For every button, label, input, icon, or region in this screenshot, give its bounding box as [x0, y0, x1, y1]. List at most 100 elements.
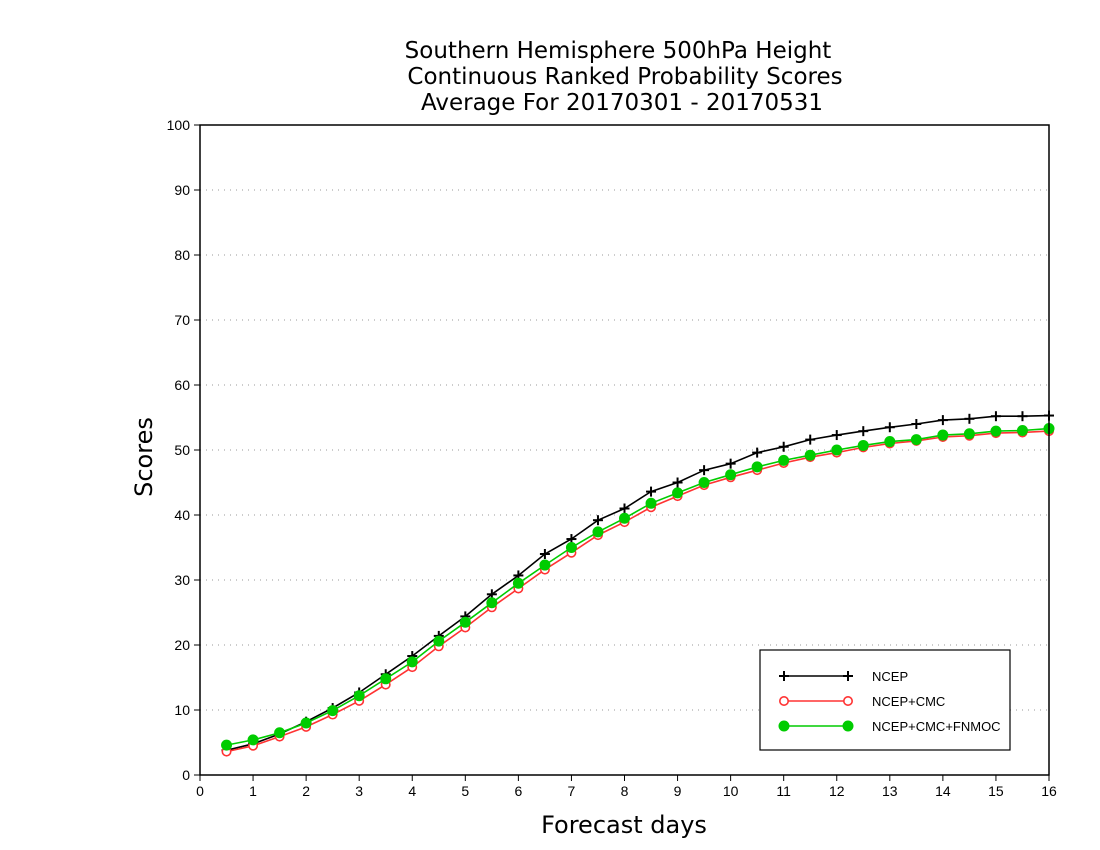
filled-circle-marker	[698, 477, 710, 488]
filled-circle-marker	[1016, 425, 1028, 436]
x-tick-label: 9	[674, 783, 682, 799]
filled-circle-marker	[406, 656, 418, 668]
plus-marker	[843, 671, 853, 681]
x-axis-label: Forecast days	[541, 811, 707, 839]
y-tick-label: 50	[174, 442, 190, 458]
x-tick-label: 4	[408, 783, 416, 799]
title-line-1: Southern Hemisphere 500hPa Height	[405, 38, 832, 64]
chart-title: Southern Hemisphere 500hPa Height Contin…	[405, 38, 843, 116]
x-tick-label: 3	[355, 783, 363, 799]
circle-marker	[842, 695, 853, 706]
filled-circle-marker	[565, 542, 577, 553]
filled-circle-marker	[831, 444, 843, 456]
filled-circle-marker	[778, 720, 790, 732]
x-tick-label: 13	[882, 783, 898, 799]
circle-marker	[778, 695, 789, 706]
filled-circle-marker	[672, 487, 684, 499]
legend: NCEP NCEP+CMC NCEP+CMC+FNMOC	[759, 649, 1011, 751]
plus-marker	[592, 515, 603, 526]
legend-label: NCEP+CMC	[872, 694, 945, 709]
series-3	[221, 423, 1055, 751]
filled-circle-marker	[221, 739, 233, 751]
x-tick-label: 15	[988, 783, 1004, 799]
filled-circle-marker	[884, 436, 896, 448]
x-tick-label: 10	[723, 783, 739, 799]
y-tick-label: 30	[174, 572, 190, 588]
x-tick-label: 0	[196, 783, 204, 799]
x-tick-label: 7	[568, 783, 576, 799]
x-tick-label: 5	[461, 783, 469, 799]
plus-marker	[911, 419, 922, 429]
legend-item: NCEP+CMC	[778, 694, 945, 709]
filled-circle-marker	[459, 616, 471, 628]
title-line-3: Average For 20170301 - 20170531	[421, 90, 823, 116]
filled-circle-marker	[539, 559, 551, 571]
filled-circle-marker	[247, 734, 259, 746]
plot-frame	[199, 124, 1050, 776]
y-tick-label: 0	[182, 767, 190, 783]
filled-circle-marker	[842, 720, 854, 732]
plus-marker	[805, 434, 816, 445]
filled-circle-marker	[937, 429, 949, 441]
legend-box	[759, 649, 1011, 751]
plus-marker	[725, 458, 736, 469]
plus-marker	[539, 549, 550, 559]
plus-marker	[884, 422, 895, 433]
legend-item: NCEP	[779, 669, 908, 684]
plus-marker	[646, 486, 657, 497]
filled-circle-marker	[990, 425, 1002, 437]
plus-marker	[990, 411, 1001, 422]
x-tick-label: 16	[1041, 783, 1057, 799]
x-tick-label: 11	[776, 783, 791, 799]
filled-circle-marker	[751, 461, 763, 473]
plus-marker	[752, 447, 763, 458]
plus-marker	[1017, 411, 1028, 422]
filled-circle-marker	[327, 705, 339, 717]
filled-circle-marker	[645, 497, 657, 509]
filled-circle-marker	[433, 635, 445, 647]
filled-circle-marker	[857, 439, 869, 451]
legend-label: NCEP	[872, 669, 908, 684]
x-tick-label: 2	[302, 783, 310, 799]
filled-circle-marker	[592, 526, 604, 538]
filled-circle-marker	[619, 512, 630, 524]
filled-circle-marker	[274, 727, 286, 739]
filled-circle-marker	[380, 673, 392, 685]
legend-items: NCEP NCEP+CMC NCEP+CMC+FNMOC	[778, 669, 1001, 734]
plus-marker	[831, 430, 842, 441]
plus-marker	[937, 415, 948, 426]
filled-circle-marker	[963, 428, 975, 440]
filled-circle-marker	[910, 434, 922, 446]
y-tick-label: 70	[174, 312, 190, 328]
y-tick-label: 40	[174, 507, 190, 523]
x-tick-label: 14	[935, 783, 951, 799]
filled-circle-marker	[778, 454, 790, 466]
filled-circle-marker	[486, 597, 498, 609]
filled-circle-marker	[512, 577, 524, 589]
grid	[200, 189, 1049, 711]
y-tick-label: 60	[174, 377, 190, 393]
plus-marker	[778, 441, 789, 452]
y-tick-label: 20	[174, 637, 190, 653]
filled-circle-marker	[353, 690, 365, 702]
data-series	[221, 410, 1055, 757]
legend-label: NCEP+CMC+FNMOC	[872, 719, 1001, 734]
title-line-2: Continuous Ranked Probability Scores	[407, 64, 842, 90]
y-tick-label: 90	[174, 182, 190, 198]
legend-item: NCEP+CMC+FNMOC	[778, 719, 1001, 734]
plus-marker	[619, 503, 630, 514]
filled-circle-marker	[300, 717, 312, 729]
plus-marker	[699, 465, 710, 476]
x-tick-label: 12	[829, 783, 845, 799]
x-tick-label: 1	[249, 783, 257, 799]
x-tick-label: 6	[514, 783, 522, 799]
x-tick-label: 8	[621, 783, 629, 799]
y-tick-label: 10	[174, 702, 190, 718]
y-axis-label: Scores	[130, 417, 158, 497]
filled-circle-marker	[725, 469, 737, 481]
y-tick-label: 100	[167, 117, 191, 133]
y-tick-label: 80	[174, 247, 190, 263]
plus-marker	[672, 477, 683, 488]
